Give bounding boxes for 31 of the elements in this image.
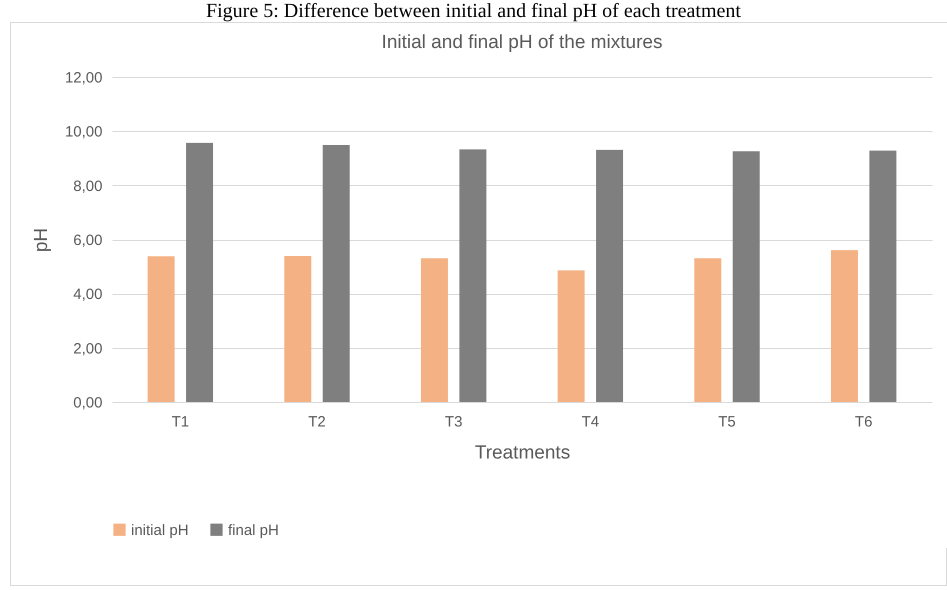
legend-label: initial pH — [131, 522, 189, 539]
bar — [869, 150, 896, 402]
y-tick-label: 4,00 — [73, 286, 102, 304]
bar — [420, 258, 448, 402]
chart-title: Initial and final pH of the mixtures — [382, 32, 662, 53]
bar — [148, 256, 175, 402]
bar — [830, 250, 858, 402]
y-tick-label: 10,00 — [64, 124, 102, 141]
bar — [322, 144, 350, 402]
y-tick-label: 8,00 — [73, 178, 102, 195]
x-tick-label: T5 — [718, 414, 736, 430]
y-axis-title: pH — [30, 228, 52, 252]
y-tick-label: 2,00 — [73, 340, 102, 358]
x-tick-label: T6 — [854, 414, 872, 430]
y-tick-label: 6,00 — [73, 232, 102, 249]
legend-label: final pH — [228, 522, 279, 539]
x-tick-label: T2 — [308, 414, 326, 430]
x-tick-label: T4 — [582, 414, 600, 430]
bar — [558, 270, 585, 402]
bar — [596, 150, 624, 402]
bar — [459, 149, 486, 402]
y-tick-label: 0,00 — [73, 394, 102, 412]
bar — [284, 256, 312, 402]
bar — [732, 151, 760, 402]
caption: Figure 5: Difference between initial and final pH of each treatment — [205, 0, 742, 22]
x-tick-label: T3 — [444, 414, 462, 430]
bar — [186, 142, 214, 402]
x-axis-title: Treatments — [474, 442, 570, 464]
y-tick-label: 12,00 — [64, 70, 102, 86]
bar — [694, 258, 722, 402]
x-tick-label: T1 — [172, 414, 190, 430]
